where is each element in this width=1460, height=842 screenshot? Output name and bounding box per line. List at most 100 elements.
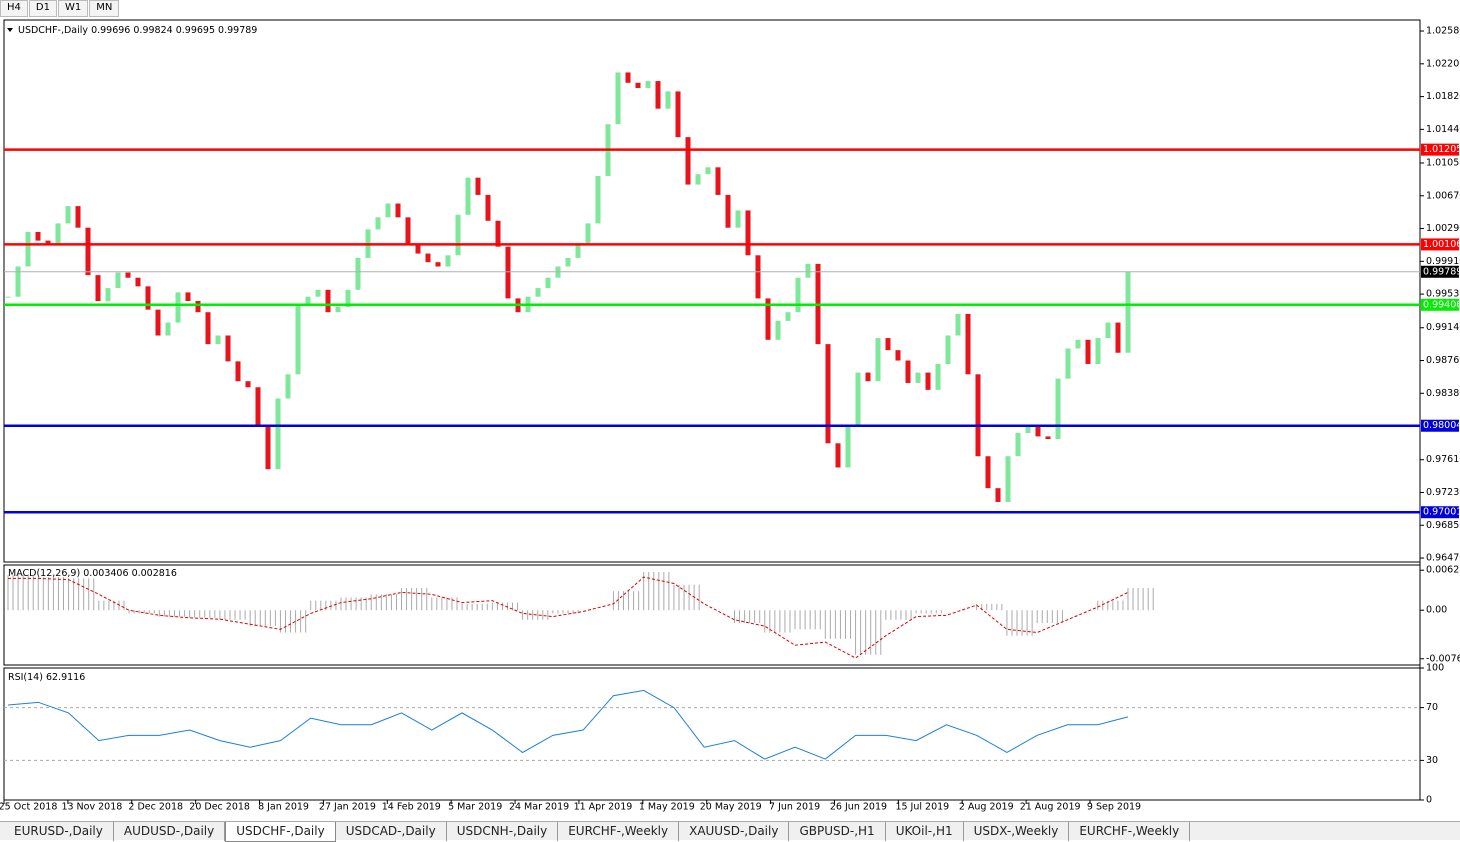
candle <box>1095 338 1101 364</box>
candle <box>495 220 501 247</box>
ohlc-value: 0.99824 <box>133 25 172 36</box>
x-tick-label: 26 Jun 2019 <box>830 802 887 813</box>
timeframe-button[interactable]: D1 <box>28 0 57 17</box>
candle <box>145 286 151 310</box>
candle <box>665 91 671 109</box>
candle <box>845 426 851 468</box>
chart-tab[interactable]: USDCNH-,Daily <box>447 822 559 841</box>
candle <box>745 210 751 256</box>
candle <box>935 363 941 390</box>
candle <box>615 72 621 125</box>
chart-tab[interactable]: EURCHF-,Weekly <box>558 822 680 841</box>
chart-tab[interactable]: USDCHF-,Daily <box>225 822 336 842</box>
candle <box>445 255 451 267</box>
pane-frame <box>3 564 1421 666</box>
chart-tab[interactable]: USDCAD-,Daily <box>336 822 447 841</box>
level-label: 1.00106 <box>1423 239 1460 250</box>
candle <box>385 203 391 218</box>
candle <box>115 272 121 289</box>
collapse-icon <box>7 28 13 32</box>
candle <box>585 223 591 244</box>
timeframe-button[interactable]: H4 <box>0 0 28 17</box>
candle <box>995 488 1001 502</box>
candle <box>885 338 891 351</box>
indicator-name: RSI(14) <box>8 672 43 683</box>
y-tick-label: 0 <box>1426 795 1432 806</box>
chart-tab[interactable]: UKOil-,H1 <box>886 822 964 841</box>
candle <box>95 275 101 302</box>
candle <box>185 292 191 302</box>
x-tick-label: 2 Dec 2018 <box>128 802 183 813</box>
chart-tab[interactable]: AUDUSD-,Daily <box>114 822 226 841</box>
candle <box>325 289 331 313</box>
candle <box>715 167 721 195</box>
candle <box>1035 426 1041 437</box>
candle <box>655 81 661 109</box>
timeframe-button[interactable]: W1 <box>57 0 89 17</box>
level-label-bg <box>1421 238 1459 251</box>
signal-line <box>8 576 1129 659</box>
candle <box>45 240 51 245</box>
candle <box>915 372 921 383</box>
candle <box>945 335 951 364</box>
candle <box>735 210 741 228</box>
y-tick-label: -0.00762 <box>1426 653 1460 664</box>
candle <box>575 243 581 258</box>
indicator-header: MACD(12,26,9) 0.003406 0.002816 <box>8 568 177 579</box>
candle <box>275 398 281 470</box>
candle <box>955 313 961 336</box>
candle <box>565 257 571 267</box>
candle <box>685 137 691 185</box>
y-tick-label: 0.00628 <box>1426 565 1460 576</box>
y-tick-label: 0.00 <box>1426 605 1447 616</box>
candle <box>965 313 971 375</box>
candle <box>1045 436 1051 440</box>
chart-header: USDCHF-,Daily 0.99696 0.99824 0.99695 0.… <box>18 25 257 36</box>
candle <box>295 305 301 375</box>
candle <box>775 320 781 340</box>
candle <box>85 227 91 276</box>
chart-tab[interactable]: EURCHF-,Weekly <box>1069 822 1191 841</box>
x-tick-label: 8 Jan 2019 <box>258 802 309 813</box>
x-tick-label: 20 Dec 2018 <box>189 802 250 813</box>
candle <box>785 312 791 321</box>
candle <box>635 82 641 88</box>
chart-tab[interactable]: XAUUSD-,Daily <box>679 822 790 841</box>
candle <box>905 360 911 383</box>
candle <box>135 277 141 287</box>
candle <box>835 443 841 468</box>
candle <box>1055 378 1061 440</box>
candle <box>155 309 161 336</box>
candle <box>765 298 771 340</box>
chart-tab[interactable]: USDX-,Weekly <box>964 822 1070 841</box>
candle <box>1115 322 1121 353</box>
candle <box>505 246 511 299</box>
y-tick-label: 30 <box>1426 755 1438 766</box>
candle <box>15 266 21 297</box>
candle <box>75 206 81 228</box>
candle <box>725 194 731 228</box>
chart-tab[interactable]: EURUSD-,Daily <box>4 822 114 841</box>
candle <box>415 244 421 254</box>
y-tick-label: 1.00670 <box>1426 190 1460 201</box>
indicator-reading: 0.003406 <box>83 568 128 579</box>
candle <box>355 257 361 290</box>
candle <box>675 91 681 138</box>
candle <box>875 338 881 382</box>
chart-tab[interactable]: GBPUSD-,H1 <box>789 822 886 841</box>
candle <box>855 372 861 427</box>
y-tick-label: 1.02580 <box>1426 26 1460 37</box>
candle <box>195 301 201 313</box>
candle <box>925 372 931 390</box>
candle <box>1105 322 1111 339</box>
candle <box>455 214 461 256</box>
x-tick-label: 5 Mar 2019 <box>448 802 502 813</box>
candle <box>485 194 491 221</box>
candle <box>245 381 251 388</box>
timeframe-button[interactable]: MN <box>89 0 120 17</box>
